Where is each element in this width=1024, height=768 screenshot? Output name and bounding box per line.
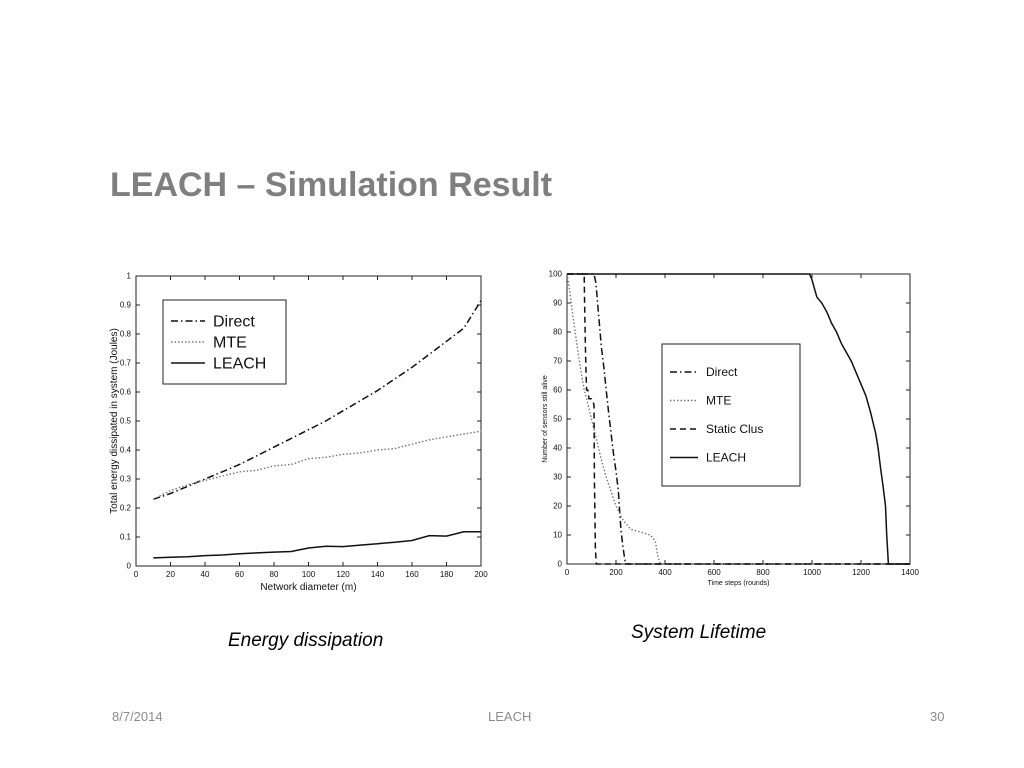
x-tick-label: 180 (440, 570, 454, 579)
legend-label: MTE (213, 334, 247, 351)
x-tick-label: 1200 (852, 568, 870, 577)
y-tick-label: 0.3 (120, 475, 132, 484)
footer-title: LEACH (488, 709, 532, 724)
footer-date: 8/7/2014 (112, 709, 163, 724)
energy-dissipation-caption: Energy dissipation (228, 630, 384, 651)
y-tick-label: 80 (553, 328, 562, 337)
energy-dissipation-chart: 0 20 40 60 80 100 120 140 160 180 200 0 0.1 0.2 0.3 0.4… (109, 272, 488, 593)
footer-page-number: 30 (930, 709, 945, 724)
y-tick-label: 30 (553, 473, 562, 482)
system-lifetime-chart: 0 200 400 600 800 1000 1200 1400 0 10 20 30 40 50 60 70… (542, 270, 919, 587)
series-line-leach (153, 531, 481, 559)
x-axis-label: Time steps (rounds) (708, 580, 770, 587)
y-axis-label: Number of sensors still alive (542, 375, 549, 463)
y-tick-label: 0.6 (120, 388, 132, 397)
x-tick-label: 160 (405, 570, 419, 579)
series-line-mte (152, 430, 482, 500)
y-tick-label: 100 (549, 270, 563, 279)
y-tick-label: 60 (553, 386, 562, 395)
y-tick-label: 0.7 (120, 359, 132, 368)
x-tick-label: 40 (201, 570, 210, 579)
series-line-mte (566, 273, 910, 565)
x-tick-label: 200 (474, 570, 488, 579)
y-tick-label: 0 (558, 560, 563, 569)
series-line-static-clus (567, 273, 910, 565)
series-line-leach (567, 273, 910, 565)
y-tick-label: 0.5 (120, 417, 132, 426)
y-tick-label: 0.8 (120, 330, 132, 339)
x-tick-label: 400 (658, 568, 672, 577)
x-tick-label: 0 (565, 568, 570, 577)
x-axis-label: Network diameter (m) (260, 582, 356, 593)
x-tick-label: 1000 (803, 568, 821, 577)
x-tick-label: 140 (371, 570, 385, 579)
y-axis-label: Total energy dissipated in system (Joule… (109, 328, 120, 514)
legend-label: MTE (706, 394, 731, 408)
legend-label: LEACH (213, 355, 266, 372)
x-tick-label: 100 (302, 570, 316, 579)
series-line-direct (567, 273, 910, 565)
legend-box (162, 299, 287, 385)
y-tick-label: 50 (553, 415, 562, 424)
x-tick-label: 60 (235, 570, 244, 579)
y-tick-label: 1 (127, 272, 132, 281)
x-tick-label: 600 (707, 568, 721, 577)
y-tick-label: 40 (553, 444, 562, 453)
x-tick-label: 0 (134, 570, 139, 579)
x-tick-label: 80 (270, 570, 279, 579)
x-tick-label: 120 (336, 570, 350, 579)
y-tick-label: 10 (553, 531, 562, 540)
slide-title: LEACH – Simulation Result (110, 166, 553, 204)
legend-label: Static Clus (706, 422, 763, 436)
legend-box (661, 343, 801, 487)
x-tick-label: 200 (609, 568, 623, 577)
y-tick-label: 90 (553, 299, 562, 308)
y-tick-label: 0.4 (120, 446, 132, 455)
y-tick-label: 70 (553, 357, 562, 366)
series-group (566, 273, 910, 565)
x-tick-label: 20 (166, 570, 175, 579)
legend-label: LEACH (706, 451, 746, 465)
x-tick-label: 800 (756, 568, 770, 577)
legend-label: Direct (213, 313, 255, 330)
y-tick-label: 0.9 (120, 301, 132, 310)
series-group (152, 300, 482, 559)
legend-label: Direct (706, 365, 738, 379)
y-tick-label: 0.2 (120, 504, 132, 513)
y-tick-label: 0.1 (120, 533, 132, 542)
system-lifetime-caption: System Lifetime (631, 622, 767, 643)
y-tick-label: 20 (553, 502, 562, 511)
x-tick-label: 1400 (901, 568, 919, 577)
series-line-direct (153, 300, 482, 501)
y-tick-label: 0 (127, 562, 132, 571)
